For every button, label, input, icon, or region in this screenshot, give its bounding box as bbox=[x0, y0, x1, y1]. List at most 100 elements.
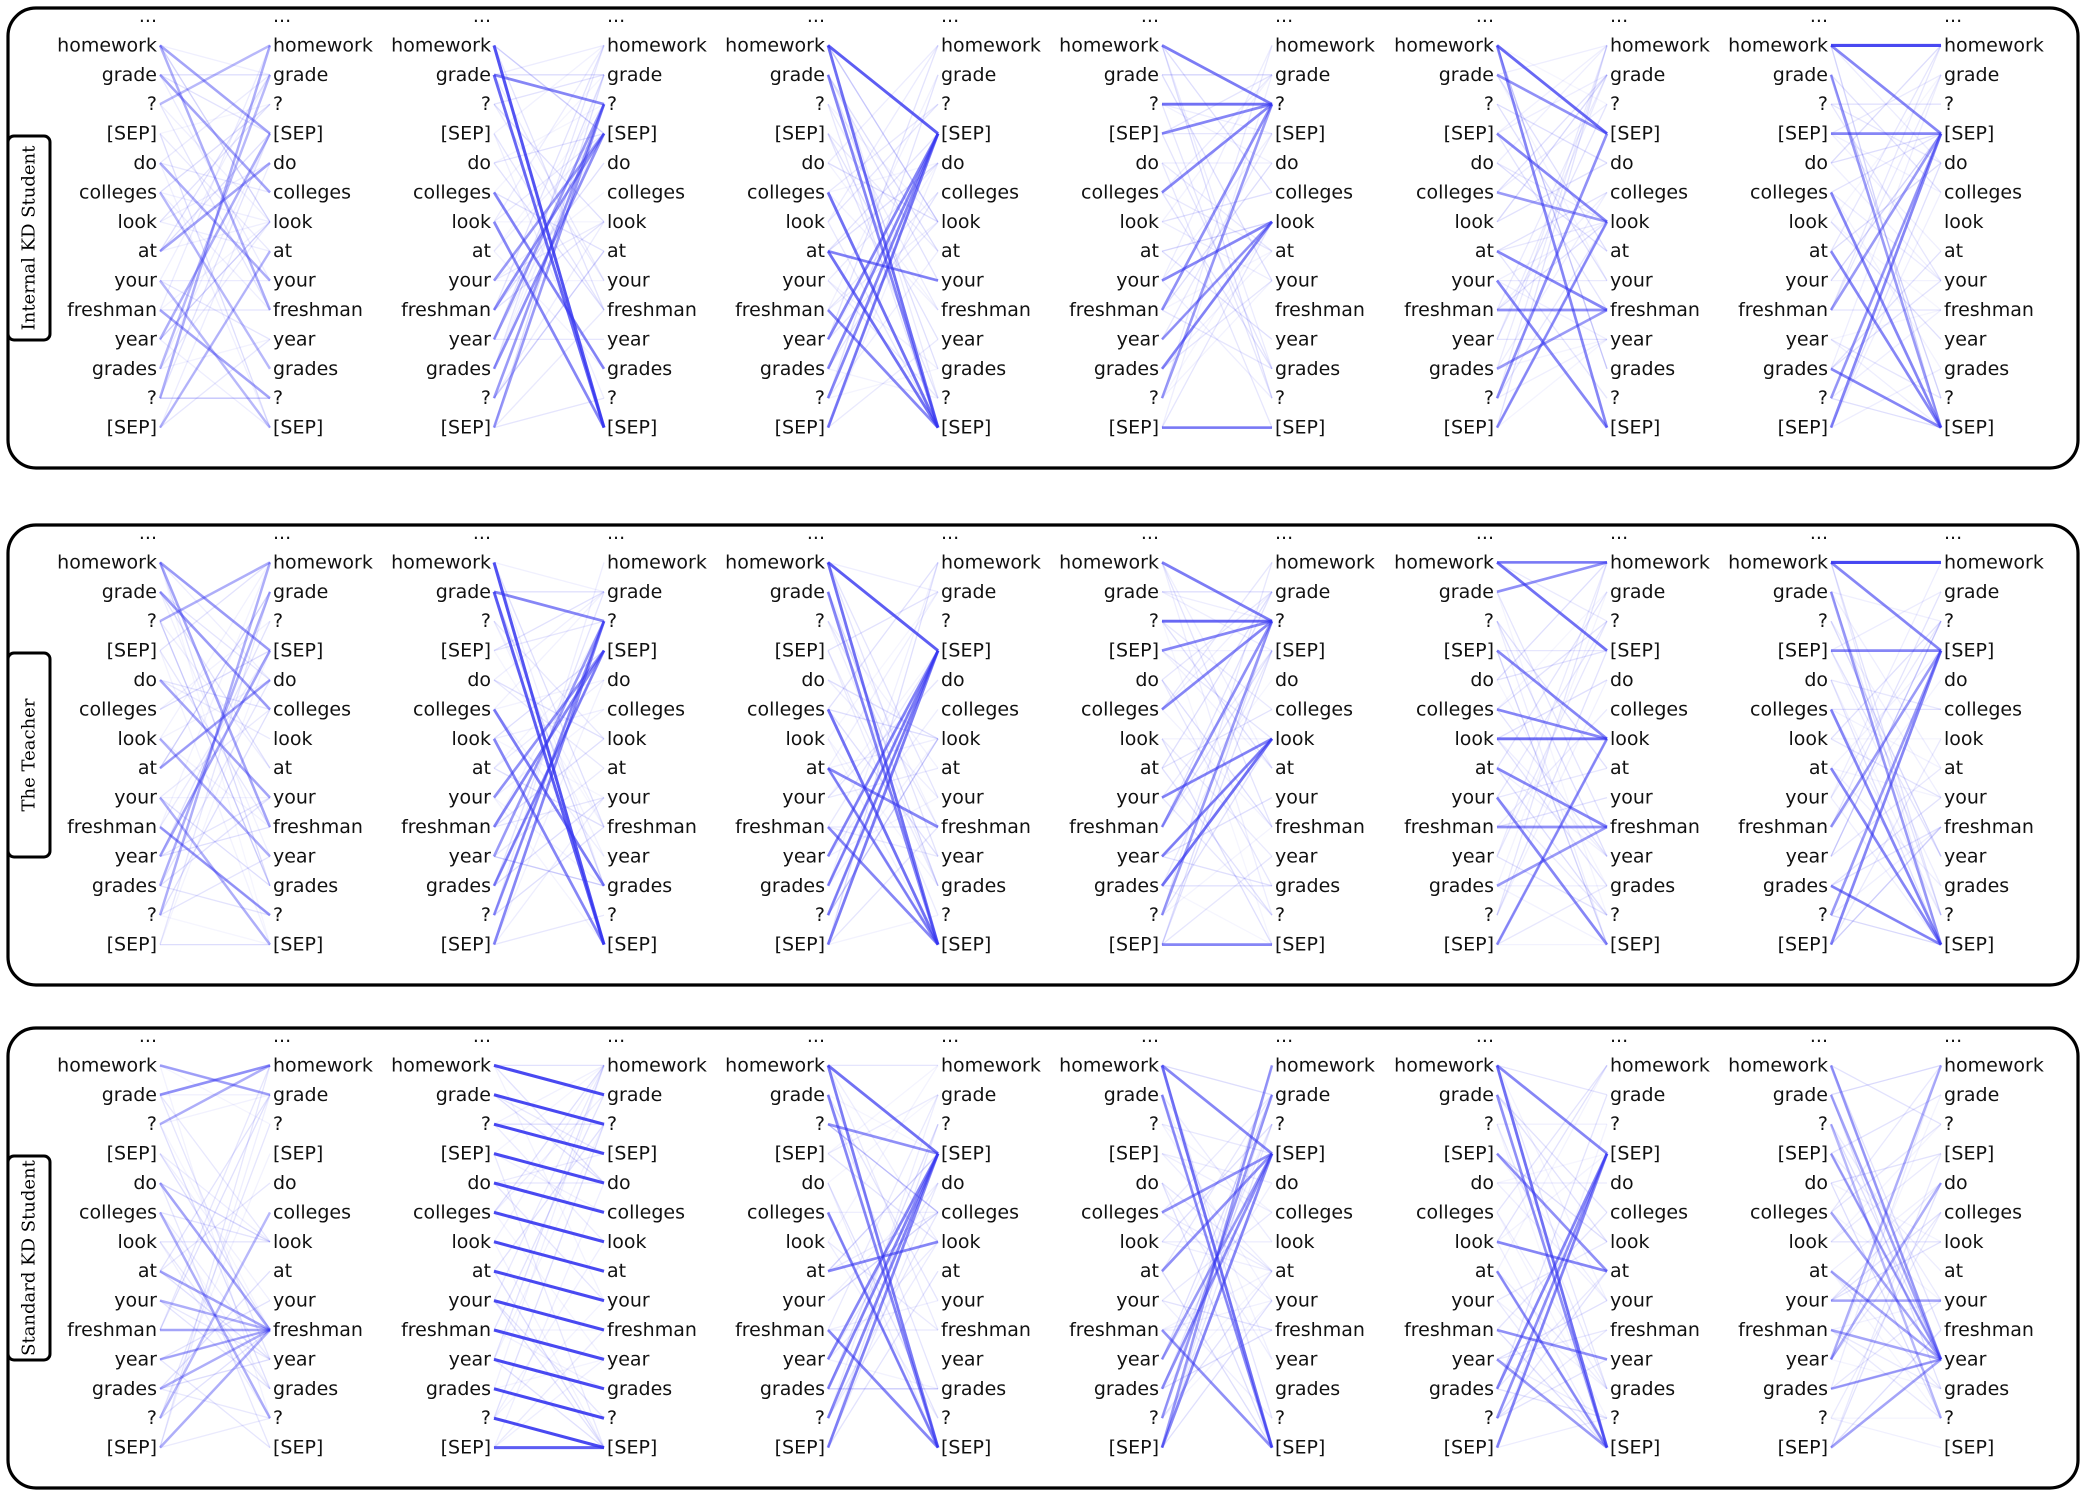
attention-edge bbox=[1496, 649, 1608, 740]
target-token: grades bbox=[941, 875, 1006, 897]
attention-edge-faint bbox=[1830, 74, 1942, 135]
source-token: year bbox=[783, 328, 826, 350]
source-token: ? bbox=[147, 904, 157, 926]
source-token: do bbox=[1804, 1172, 1828, 1194]
attention-edge-faint bbox=[493, 309, 605, 429]
target-token: do bbox=[273, 152, 297, 174]
attention-edge-faint bbox=[1161, 1270, 1273, 1448]
target-token: ? bbox=[941, 93, 951, 115]
attention-edge bbox=[493, 1240, 605, 1273]
attention-edge-faint bbox=[1161, 620, 1273, 945]
source-token: ? bbox=[1149, 1113, 1159, 1135]
source-token: [SEP] bbox=[1444, 934, 1494, 956]
source-token: look bbox=[451, 728, 491, 750]
target-token: colleges bbox=[607, 1201, 685, 1223]
attention-edge bbox=[493, 1357, 605, 1391]
attention-edge-faint bbox=[159, 1270, 271, 1360]
source-token: [SEP] bbox=[1778, 417, 1828, 439]
attention-edge-faint bbox=[159, 74, 271, 135]
attention-edge bbox=[159, 73, 271, 194]
attention-edge-faint bbox=[1496, 1065, 1608, 1213]
target-token: colleges bbox=[1275, 181, 1353, 203]
source-token: ? bbox=[481, 904, 491, 926]
attention-edge-faint bbox=[159, 191, 271, 223]
attention-edge-faint bbox=[159, 103, 271, 223]
attention-edge-faint bbox=[159, 133, 271, 370]
target-token: do bbox=[607, 1172, 631, 1194]
source-token: ? bbox=[815, 387, 825, 409]
attention-edge-faint bbox=[1496, 1182, 1608, 1302]
attention-edge-faint bbox=[827, 45, 939, 223]
attention-edge-faint bbox=[159, 221, 271, 252]
attention-edge-faint bbox=[827, 74, 939, 370]
source-token: ? bbox=[1484, 610, 1494, 632]
attention-edge-faint bbox=[1496, 74, 1608, 193]
source-token: ? bbox=[1484, 1113, 1494, 1135]
source-token: at bbox=[472, 240, 491, 262]
attention-edge bbox=[1496, 1064, 1608, 1155]
attention-edge-faint bbox=[159, 133, 271, 428]
attention-edge bbox=[158, 1211, 272, 1419]
attention-edge-faint bbox=[159, 562, 271, 945]
attention-edge bbox=[492, 44, 606, 429]
attention-edge-faint bbox=[159, 44, 271, 76]
attention-edge-faint bbox=[1830, 132, 1942, 164]
attention-edge-faint bbox=[1830, 826, 1942, 946]
attention-edge-faint bbox=[159, 591, 271, 769]
target-token: ... bbox=[273, 522, 291, 544]
attention-edge-faint bbox=[493, 1094, 605, 1155]
attention-edge bbox=[158, 1211, 272, 1419]
attention-edge-faint bbox=[159, 133, 271, 399]
attention-edge-faint bbox=[493, 620, 605, 740]
target-token: grade bbox=[273, 1084, 328, 1106]
source-token: homework bbox=[1728, 551, 1828, 573]
attention-edge-faint bbox=[1496, 45, 1608, 399]
attention-edge-faint bbox=[1161, 1094, 1273, 1213]
source-token: ? bbox=[815, 904, 825, 926]
attention-edge-faint bbox=[1161, 221, 1273, 428]
source-token: grade bbox=[1104, 581, 1159, 603]
source-token: grade bbox=[1773, 581, 1828, 603]
source-token: freshman bbox=[1069, 1319, 1159, 1341]
attention-edge-faint bbox=[1830, 44, 1942, 164]
attention-edge-faint bbox=[159, 1211, 271, 1243]
source-token: ... bbox=[1810, 522, 1828, 544]
attention-edge-faint bbox=[1161, 679, 1273, 828]
attention-edge-faint bbox=[1161, 1270, 1273, 1448]
attention-edge bbox=[1496, 1152, 1608, 1273]
target-token: colleges bbox=[273, 181, 351, 203]
attention-edge bbox=[826, 649, 940, 858]
target-token: [SEP] bbox=[1944, 123, 1994, 145]
target-token: freshman bbox=[273, 299, 363, 321]
attention-edge-faint bbox=[1161, 591, 1273, 828]
target-token: [SEP] bbox=[1944, 640, 1994, 662]
source-token: grades bbox=[92, 875, 157, 897]
target-token: ? bbox=[1275, 93, 1285, 115]
attention-edge-faint bbox=[1161, 679, 1273, 887]
source-token: grades bbox=[426, 358, 491, 380]
attention-edge bbox=[1829, 1153, 1943, 1360]
attention-edge-faint bbox=[493, 914, 605, 946]
source-token: grade bbox=[1439, 64, 1494, 86]
target-token: ... bbox=[1610, 522, 1628, 544]
attention-edge-faint bbox=[1496, 620, 1608, 945]
attention-edge bbox=[493, 1416, 605, 1450]
attention-edge-faint bbox=[1830, 45, 1942, 428]
target-token: year bbox=[1275, 845, 1318, 867]
source-token: colleges bbox=[79, 1201, 157, 1223]
attention-edge-faint bbox=[1830, 591, 1942, 916]
attention-edge bbox=[1496, 44, 1608, 135]
target-token: grades bbox=[1944, 1378, 2009, 1400]
attention-head-5: ... ... homework homework grade grade? ? [SEP] [… bbox=[1394, 1025, 1710, 1459]
source-token: year bbox=[1117, 1348, 1160, 1370]
attention-edge bbox=[158, 561, 272, 828]
attention-edge bbox=[159, 162, 271, 282]
source-token: colleges bbox=[1081, 698, 1159, 720]
attention-edge bbox=[493, 1269, 605, 1303]
source-token: ? bbox=[1484, 1407, 1494, 1429]
attention-edge-faint bbox=[1496, 162, 1608, 223]
attention-edge-faint bbox=[1830, 591, 1942, 769]
target-token: freshman bbox=[1275, 816, 1365, 838]
source-token: grade bbox=[770, 1084, 825, 1106]
attention-edge bbox=[1161, 620, 1273, 711]
